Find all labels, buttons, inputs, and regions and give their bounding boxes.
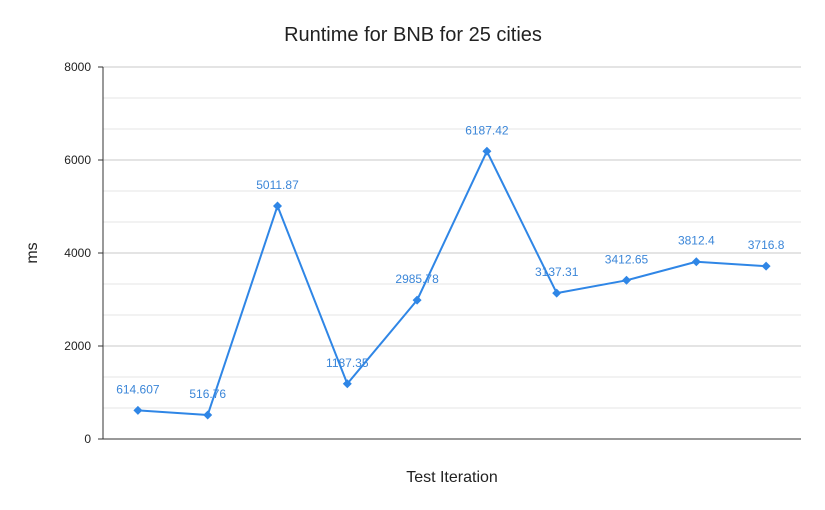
- data-label: 516.76: [189, 387, 226, 401]
- y-tick-label: 4000: [64, 246, 91, 260]
- data-series: 614.607 516.76 5011.87 1187.35 2985.78 6187.4…: [116, 123, 785, 420]
- data-label: 614.607: [116, 382, 160, 396]
- data-point-marker: [203, 410, 213, 420]
- y-tick-label: 6000: [64, 153, 91, 167]
- series-line: [137, 150, 767, 416]
- data-point-marker: [552, 288, 562, 298]
- chart-title: Runtime for BNB for 25 cities: [284, 24, 542, 46]
- y-tick-label: 2000: [64, 339, 91, 353]
- data-label: 6187.42: [465, 123, 509, 137]
- y-tick-label: 8000: [64, 60, 91, 74]
- data-label: 5011.87: [256, 178, 299, 192]
- data-point-marker: [761, 261, 771, 271]
- data-point-marker: [342, 379, 352, 389]
- data-label: 2985.78: [395, 272, 439, 286]
- y-axis-label: ms: [24, 242, 41, 263]
- data-point-marker: [133, 405, 143, 415]
- data-point-marker: [482, 146, 492, 156]
- data-label: 3137.31: [535, 265, 579, 279]
- data-point-marker: [691, 257, 701, 267]
- y-axis: 0 2000 4000 6000 8000: [64, 60, 104, 446]
- data-point-marker: [412, 295, 422, 305]
- data-label: 1187.35: [326, 356, 369, 370]
- data-label: 3812.4: [678, 234, 715, 248]
- data-point-marker: [273, 201, 282, 211]
- data-point-marker: [622, 275, 631, 285]
- x-axis-label: Test Iteration: [406, 469, 498, 486]
- data-label: 3716.8: [748, 238, 785, 252]
- y-tick-label: 0: [84, 432, 91, 446]
- data-label: 3412.65: [605, 252, 649, 266]
